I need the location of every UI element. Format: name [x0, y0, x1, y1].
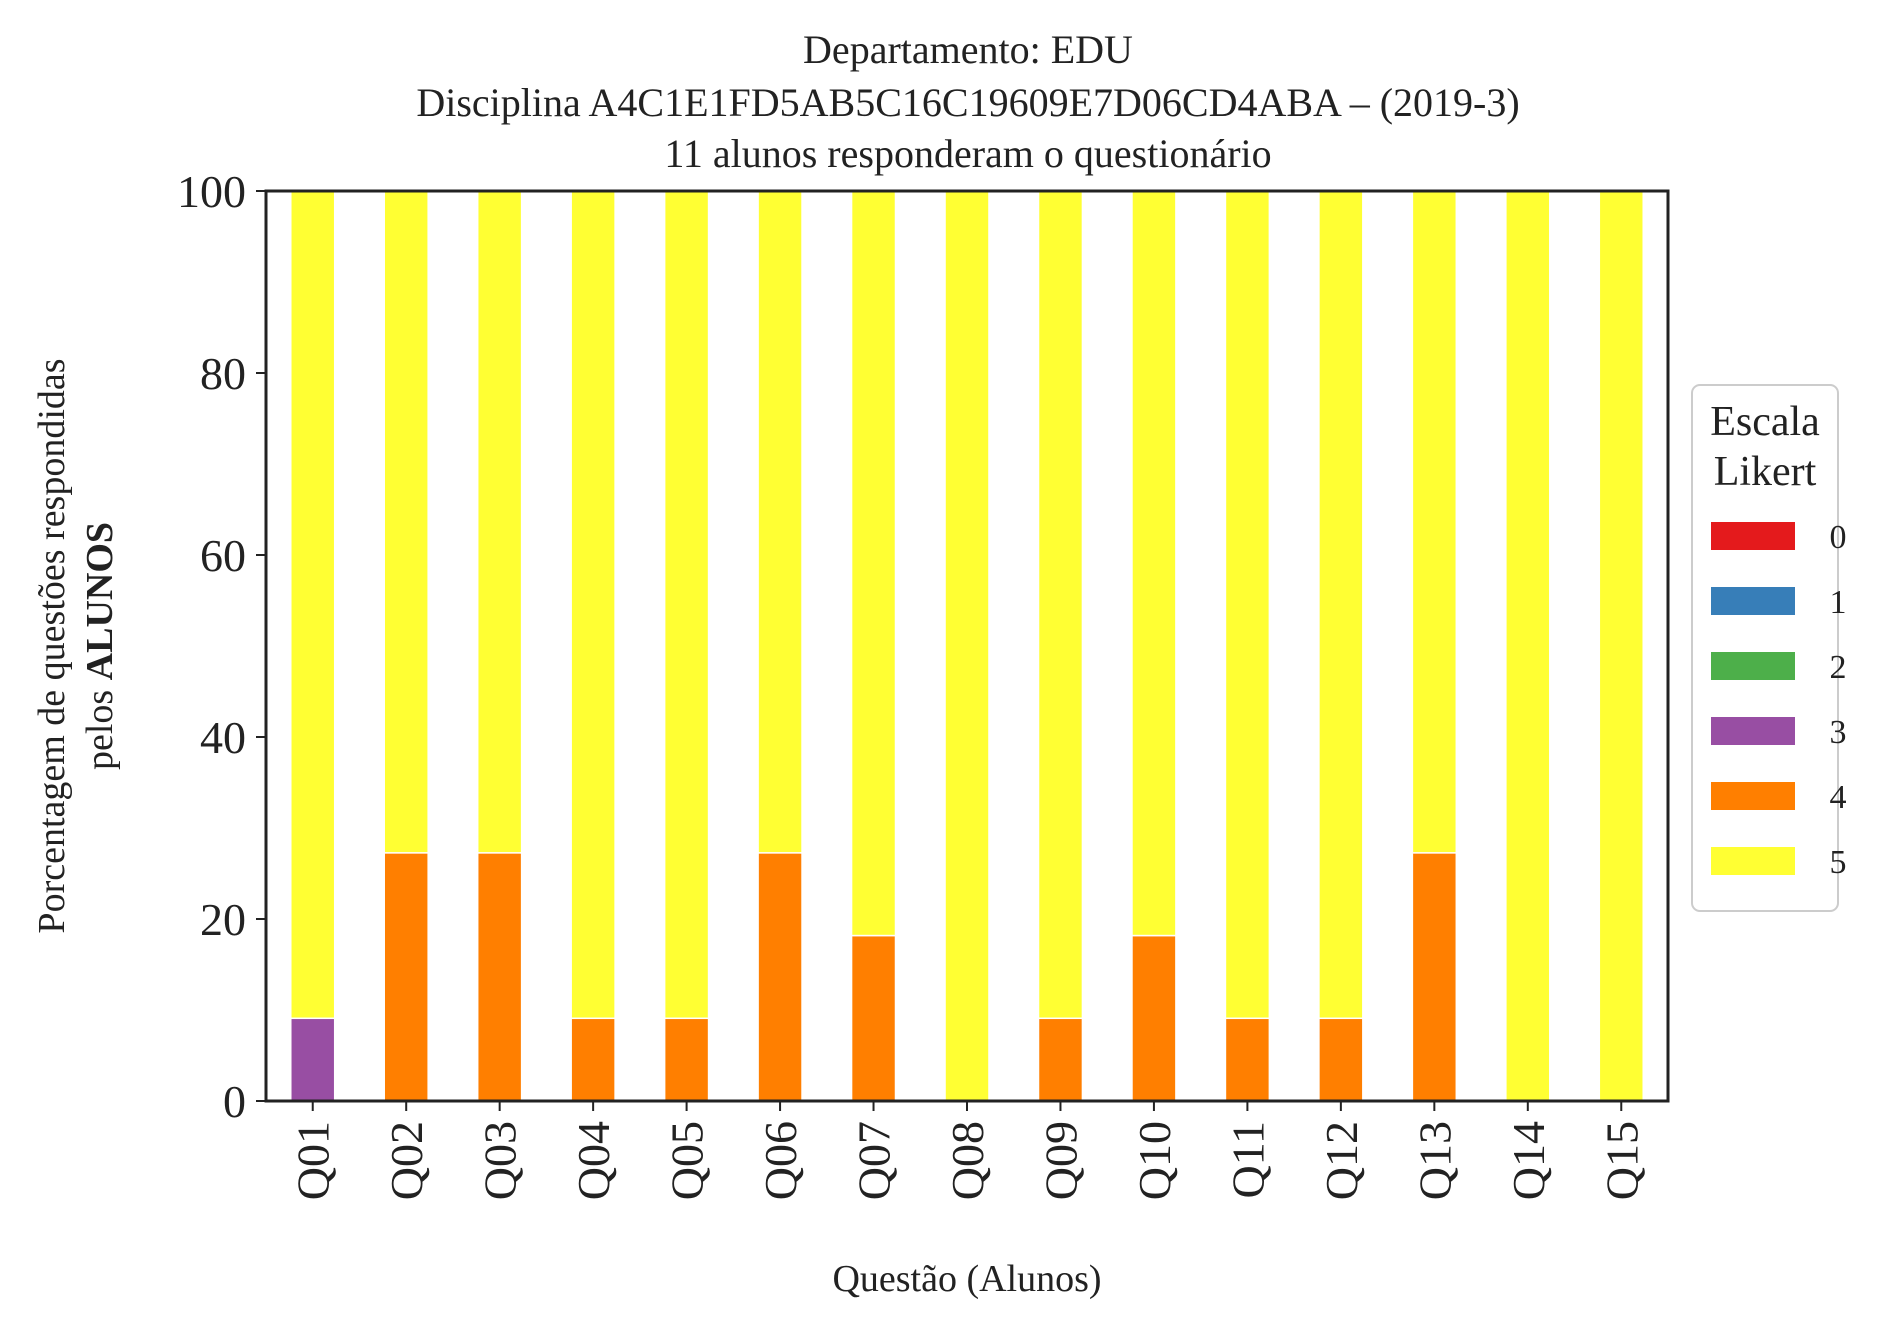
legend: Escala Likert 0 1 2 3 4 5	[1691, 384, 1847, 912]
bar-segments	[290, 190, 1644, 1102]
x-tick-label-Q01: Q01	[288, 1121, 339, 1200]
x-tick-label-Q07: Q07	[849, 1121, 900, 1200]
bar-Q12-likert-4	[1318, 1017, 1364, 1102]
legend-swatch-1	[1711, 587, 1795, 615]
x-axis-ticks: Q01 Q02 Q03 Q04 Q05 Q06 Q07 Q08 Q09 Q10 Q11 Q12 Q13 Q…	[288, 1101, 1647, 1200]
bar-Q12-likert-5	[1318, 190, 1364, 1020]
bar-Q15-likert-5	[1598, 190, 1644, 1102]
x-tick-label-Q03: Q03	[475, 1121, 526, 1200]
bar-Q14-likert-5	[1505, 190, 1551, 1102]
bar-Q01-likert-5	[290, 190, 336, 1020]
bar-Q10-likert-5	[1131, 190, 1177, 937]
chart-title-line-3: 11 alunos responderam o questionário	[664, 131, 1271, 176]
legend-label-0: 0	[1830, 519, 1847, 556]
bar-Q06-likert-4	[757, 852, 803, 1102]
bar-Q03-likert-4	[476, 852, 523, 1102]
bar-Q06-likert-5	[757, 190, 803, 854]
bar-Q09-likert-5	[1037, 190, 1084, 1020]
bar-Q05-likert-4	[663, 1017, 710, 1102]
y-axis-ticks: 0 20 40 60 80 100	[177, 166, 266, 1127]
legend-label-4: 4	[1830, 779, 1847, 816]
y-tick-label-100: 100	[177, 166, 246, 217]
bar-Q05-likert-5	[663, 190, 710, 1020]
y-axis-label-bold: ALUNOS	[79, 522, 121, 680]
bar-Q11-likert-4	[1224, 1017, 1271, 1102]
x-tick-label-Q12: Q12	[1316, 1121, 1367, 1200]
legend-box	[1691, 384, 1839, 912]
x-tick-label-Q08: Q08	[942, 1121, 993, 1200]
bar-Q13-likert-4	[1411, 852, 1458, 1102]
y-axis-label-line-2: pelos ALUNOS	[79, 522, 121, 770]
legend-swatch-4	[1711, 782, 1795, 810]
bar-Q04-likert-5	[570, 190, 616, 1020]
legend-title-line-1: Escala	[1710, 399, 1820, 445]
bar-Q09-likert-4	[1037, 1017, 1084, 1102]
chart-title-line-2: Disciplina A4C1E1FD5AB5C16C19609E7D06CD4…	[416, 80, 1519, 125]
x-tick-label-Q09: Q09	[1035, 1121, 1086, 1200]
x-tick-label-Q04: Q04	[568, 1121, 619, 1200]
y-tick-label-60: 60	[200, 530, 246, 581]
legend-label-1: 1	[1830, 584, 1847, 621]
legend-swatch-2	[1711, 652, 1795, 680]
legend-label-2: 2	[1830, 649, 1847, 686]
x-tick-label-Q10: Q10	[1129, 1121, 1180, 1200]
plot-frame	[264, 189, 1670, 1103]
bar-Q08-likert-5	[944, 190, 990, 1102]
x-axis-label: Questão (Alunos)	[832, 1258, 1101, 1300]
x-tick-label-Q15: Q15	[1596, 1121, 1647, 1200]
bar-Q02-likert-5	[383, 190, 429, 854]
bar-Q02-likert-4	[383, 852, 429, 1102]
y-tick-label-0: 0	[223, 1076, 246, 1127]
legend-swatch-3	[1711, 717, 1795, 745]
x-tick-label-Q06: Q06	[755, 1121, 806, 1200]
legend-items: 0 1 2 3 4 5	[1711, 519, 1847, 881]
legend-label-5: 5	[1830, 844, 1847, 881]
y-tick-label-20: 20	[200, 894, 246, 945]
y-axis-label-line-1: Porcentagem de questões respondidas	[31, 358, 73, 933]
y-tick-label-40: 40	[200, 712, 246, 763]
bar-Q10-likert-4	[1131, 934, 1177, 1102]
bar-Q13-likert-5	[1411, 190, 1458, 854]
x-tick-label-Q05: Q05	[662, 1121, 713, 1200]
legend-swatch-5	[1711, 847, 1795, 875]
x-tick-label-Q11: Q11	[1222, 1121, 1273, 1199]
bar-Q01-likert-3	[290, 1017, 336, 1102]
x-tick-label-Q14: Q14	[1503, 1121, 1554, 1200]
bar-Q11-likert-5	[1224, 190, 1271, 1020]
y-tick-label-80: 80	[200, 348, 246, 399]
x-tick-label-Q02: Q02	[381, 1121, 432, 1200]
bar-Q04-likert-4	[570, 1017, 616, 1102]
legend-title-line-2: Likert	[1714, 449, 1817, 495]
legend-swatch-0	[1711, 522, 1795, 550]
x-tick-label-Q13: Q13	[1409, 1121, 1460, 1200]
legend-label-3: 3	[1830, 714, 1847, 751]
bar-Q03-likert-5	[476, 190, 523, 854]
chart-title-line-1: Departamento: EDU	[803, 27, 1133, 72]
bar-Q07-likert-4	[850, 934, 897, 1102]
y-axis-label-prefix: pelos	[79, 680, 121, 770]
bar-Q07-likert-5	[850, 190, 897, 937]
